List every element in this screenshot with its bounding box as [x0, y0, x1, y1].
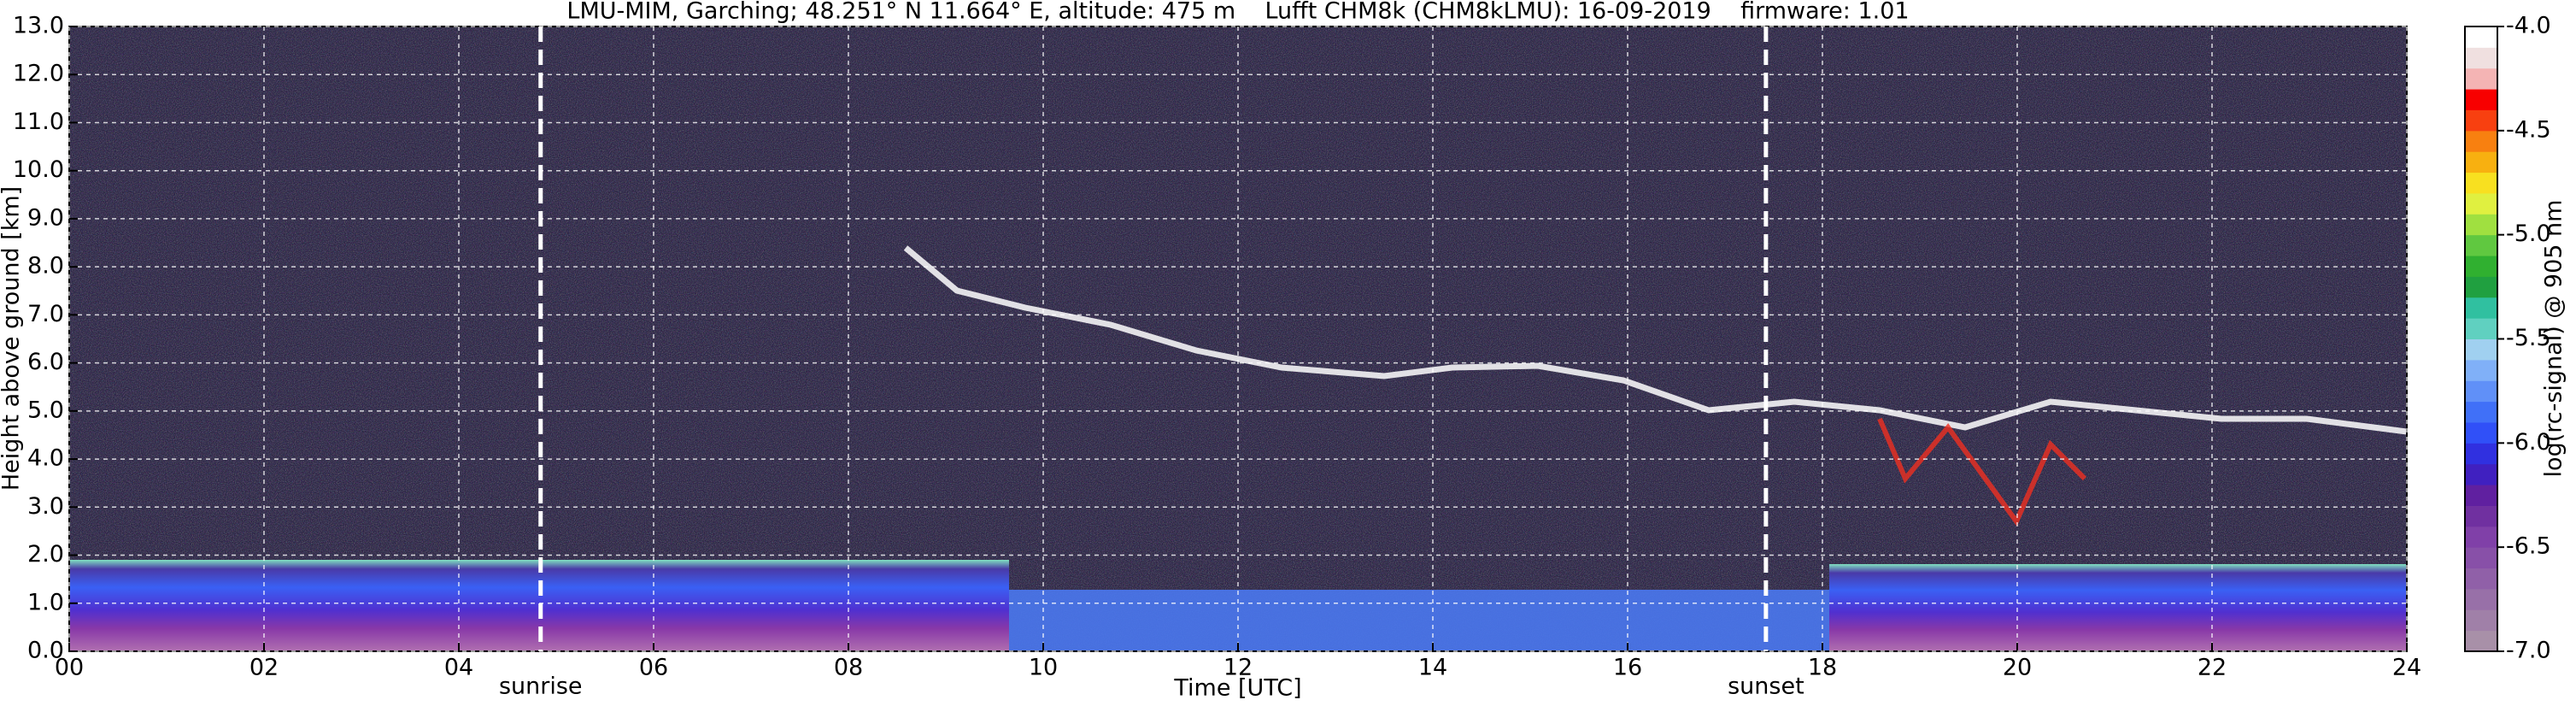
colorbar-tick-label: -6.5 [2506, 533, 2551, 560]
colorbar-swatch [2465, 609, 2497, 632]
colorbar-swatch [2465, 26, 2497, 48]
y-tick-label: 2.0 [27, 541, 64, 568]
colorbar-swatch [2465, 256, 2497, 277]
colorbar-swatch [2465, 505, 2497, 527]
colorbar-tick-label: -5.5 [2506, 325, 2551, 351]
x-tick-label: 08 [834, 655, 863, 681]
x-tick-label: 04 [444, 655, 473, 681]
colorbar-swatch [2465, 68, 2497, 90]
x-tick-label: 00 [55, 655, 84, 681]
boundary-layer [1009, 590, 1829, 651]
colorbar-swatch [2465, 338, 2497, 361]
colorbar-swatch [2465, 109, 2497, 132]
x-tick-label: 18 [1808, 655, 1837, 681]
colorbar-swatch [2465, 276, 2497, 298]
y-axis-label: Height above ground [km] [0, 186, 25, 491]
annotation-label: sunset [1728, 674, 1804, 700]
x-tick-label: 22 [2198, 655, 2227, 681]
x-tick-label: 10 [1029, 655, 1058, 681]
x-tick-label: 24 [2392, 655, 2421, 681]
x-tick-label: 06 [639, 655, 668, 681]
colorbar-swatch [2465, 588, 2497, 610]
chart-title: LMU-MIM, Garching; 48.251° N 11.664° E, … [566, 0, 1909, 25]
colorbar-swatch [2465, 359, 2497, 381]
x-tick-label: 02 [249, 655, 279, 681]
colorbar-swatch [2465, 547, 2497, 569]
colorbar-swatch [2465, 192, 2497, 215]
colorbar-tick-label: -4.0 [2506, 13, 2551, 39]
x-axis-label: Time [UTC] [1173, 675, 1301, 702]
y-tick-label: 7.0 [27, 301, 64, 327]
x-tick-label: 16 [1613, 655, 1642, 681]
colorbar-swatch [2465, 214, 2497, 236]
y-tick-label: 6.0 [27, 349, 64, 375]
colorbar-swatch [2465, 89, 2497, 110]
colorbar-tick-label: -4.5 [2506, 116, 2551, 143]
y-tick-label: 1.0 [27, 589, 64, 615]
cloud-layer [1877, 417, 2087, 527]
x-tick-label: 14 [1418, 655, 1447, 681]
colorbar-swatch [2465, 234, 2497, 256]
x-tick-label: 20 [2003, 655, 2032, 681]
colorbar-tick-label: -6.0 [2506, 429, 2551, 456]
cloud-layer [903, 245, 2407, 435]
colorbar-swatch [2465, 463, 2497, 485]
annotation-label: sunrise [499, 674, 583, 700]
colorbar-swatch [2465, 401, 2497, 423]
colorbar-swatch [2465, 526, 2497, 548]
colorbar-swatch [2465, 380, 2497, 403]
y-tick-label: 3.0 [27, 493, 64, 520]
colorbar-tick-label: -5.0 [2506, 221, 2551, 247]
colorbar-swatch [2465, 421, 2497, 444]
colorbar-swatch [2465, 318, 2497, 339]
colorbar-swatch [2465, 172, 2497, 194]
colorbar-swatch [2465, 630, 2497, 652]
y-tick-label: 11.0 [13, 109, 64, 135]
y-tick-label: 8.0 [27, 253, 64, 279]
colorbar-swatch [2465, 130, 2497, 152]
y-tick-label: 10.0 [13, 156, 64, 183]
colorbar-tick-label: -7.0 [2506, 638, 2551, 664]
colorbar-swatch [2465, 568, 2497, 590]
y-tick-label: 4.0 [27, 445, 64, 472]
y-tick-label: 0.0 [27, 638, 64, 664]
x-tick-label: 12 [1223, 655, 1253, 681]
y-tick-label: 5.0 [27, 397, 64, 423]
y-tick-label: 13.0 [13, 13, 64, 39]
colorbar-swatch [2465, 443, 2497, 465]
colorbar-swatch [2465, 151, 2497, 174]
boundary-layer [1829, 564, 2407, 651]
colorbar-swatch [2465, 485, 2497, 506]
y-tick-label: 9.0 [27, 204, 64, 231]
y-tick-label: 12.0 [13, 61, 64, 87]
colorbar-label: log(rc-signal) @ 905 nm [2541, 200, 2567, 478]
colorbar-swatch [2465, 47, 2497, 69]
colorbar-swatch [2465, 297, 2497, 319]
